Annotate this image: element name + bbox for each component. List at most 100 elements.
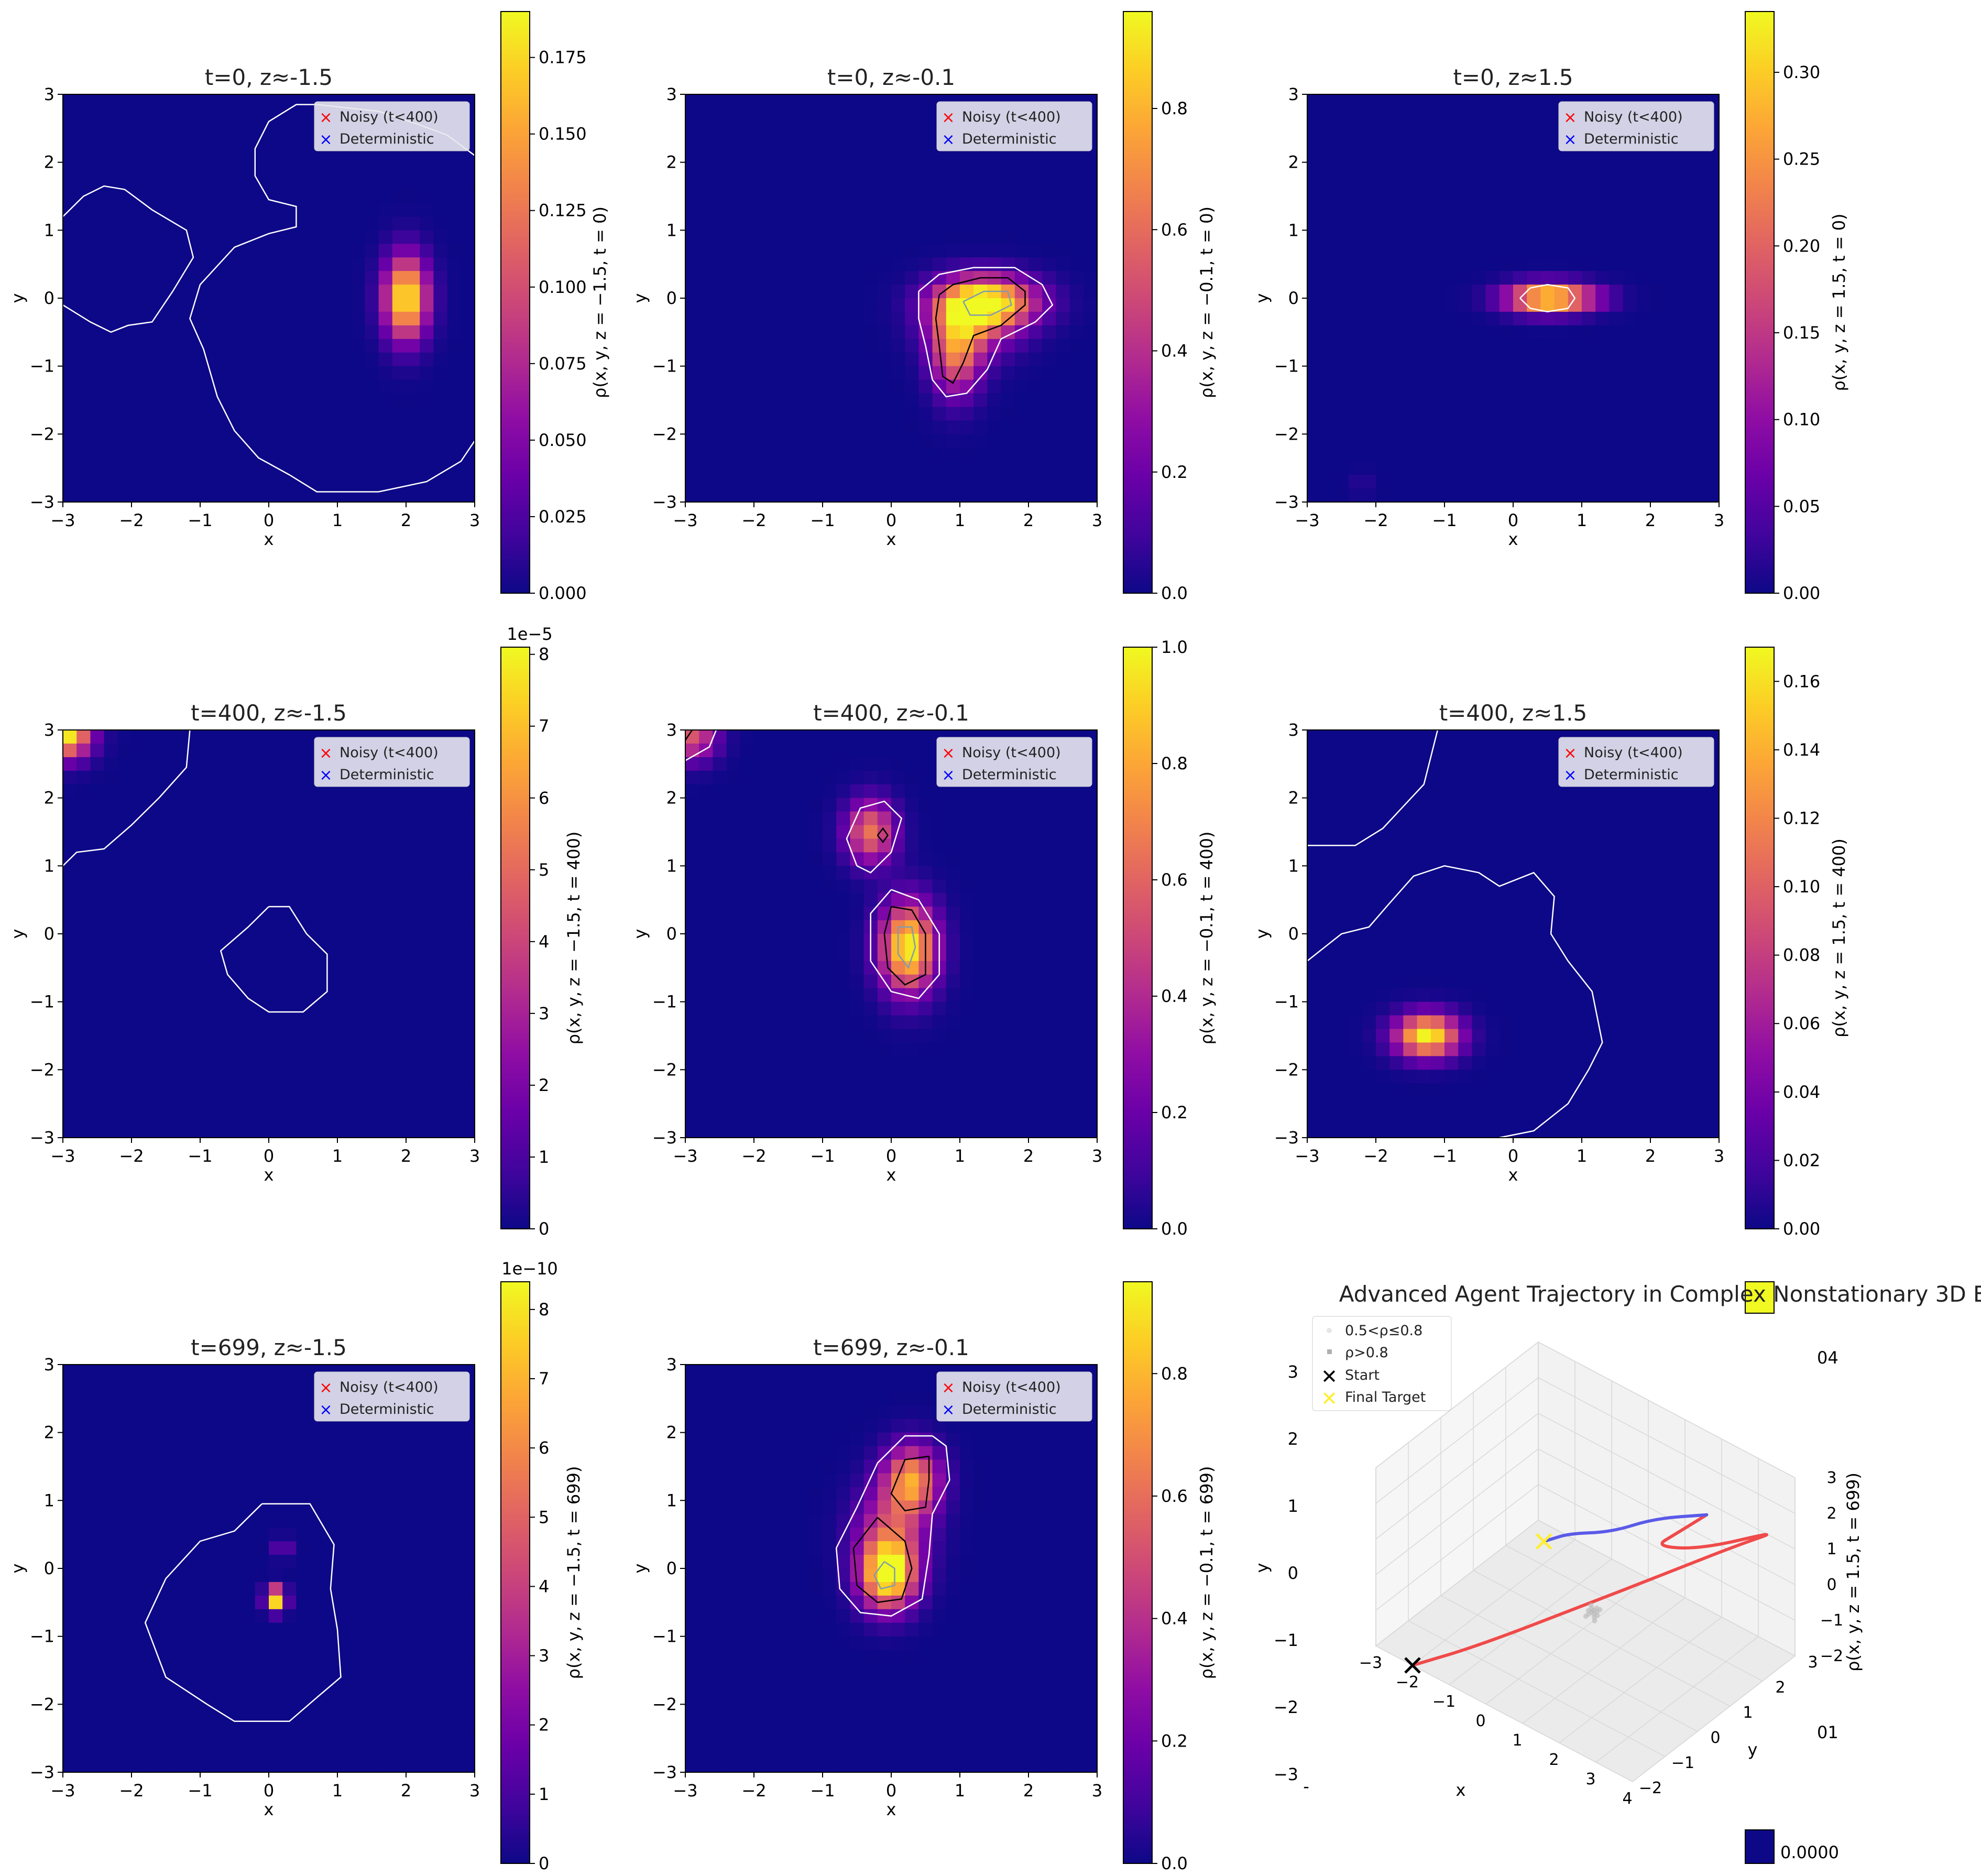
heat-cell [685, 311, 699, 326]
heat-cell [117, 1097, 132, 1111]
heat-cell [1705, 271, 1720, 285]
heat-cell [63, 434, 77, 448]
heat-cell [1691, 379, 1706, 394]
y-tick-label: −3 [652, 1128, 677, 1148]
y-tick-label: −3 [652, 492, 677, 512]
heat-cell [1307, 893, 1321, 907]
heat-cell [1499, 434, 1514, 448]
heat-cell [420, 947, 434, 962]
heat-cell [946, 162, 960, 177]
heat-cell [685, 230, 699, 244]
heat-cell [808, 420, 823, 434]
heat-cell [808, 866, 823, 880]
heat-cell [1458, 285, 1472, 299]
heat-cell [850, 135, 864, 149]
heat-cell [973, 393, 988, 408]
heat-cell [447, 1097, 462, 1111]
heat-cell [740, 811, 754, 826]
heat-cell [172, 271, 187, 285]
heat-cell [754, 1029, 768, 1043]
heat-cell [392, 1097, 407, 1111]
heat-cell [1362, 407, 1376, 421]
heat-cell [1389, 393, 1404, 408]
heat-cell [987, 461, 1002, 475]
heat-cell [1069, 825, 1084, 839]
heat-cell [713, 216, 727, 231]
heat-cell [282, 420, 297, 434]
heat-cell [987, 366, 1002, 380]
heat-cell [269, 434, 283, 448]
heat-cell [877, 475, 892, 489]
heat-cell [1554, 379, 1569, 394]
heat-cell [932, 393, 947, 408]
heat-cell [987, 838, 1002, 853]
heat-cell [1362, 1083, 1376, 1097]
heat-cell [823, 176, 837, 190]
x-tick-label: 1 [332, 510, 343, 530]
heat-cell [877, 1029, 892, 1043]
heat-cell [987, 934, 1002, 948]
heat-cell [132, 730, 146, 744]
heat-cell [172, 176, 187, 190]
heat-cell [891, 366, 905, 380]
heat-cell [1540, 162, 1555, 177]
heat-cell [1307, 135, 1321, 149]
heat-cell [282, 461, 297, 475]
heat-cell [946, 988, 960, 1002]
heat-cell [76, 907, 91, 921]
heat-cell [740, 135, 754, 149]
heat-cell [433, 798, 448, 812]
heat-cell [461, 162, 475, 177]
heat-cell [132, 907, 146, 921]
heat-cell [918, 825, 933, 839]
heat-cell [227, 852, 242, 866]
heat-cell [1458, 461, 1472, 475]
heat-cell [987, 798, 1002, 812]
heat-cell [768, 866, 782, 880]
heat-cell [740, 379, 754, 394]
heat-cell [1513, 407, 1527, 421]
heat-cell [699, 852, 713, 866]
heat-cell [447, 271, 462, 285]
heat-cell [172, 879, 187, 893]
heat-cell [76, 488, 91, 503]
heat-cell [1595, 339, 1610, 353]
heat-cell [1014, 907, 1029, 921]
heat-cell [877, 488, 892, 503]
heat-cell [699, 934, 713, 948]
heat-cell [781, 866, 796, 880]
heat-cell [132, 798, 146, 812]
heat-cell [1403, 285, 1418, 299]
heat-cell [310, 934, 324, 948]
heat-cell [214, 448, 228, 462]
heat-cell [1527, 230, 1541, 244]
heat-cell [808, 811, 823, 826]
heat-cell [132, 257, 146, 271]
heat-cell [987, 1083, 1002, 1097]
heat-cell [159, 811, 173, 826]
heat-cell [323, 162, 338, 177]
heat-cell [145, 107, 159, 122]
heat-cell [1444, 162, 1459, 177]
heat-cell [104, 893, 118, 907]
heat-cell [392, 488, 407, 503]
colorbar-tick-label: 0.15 [1783, 323, 1820, 343]
heat-cell [365, 893, 379, 907]
heat-cell [1348, 757, 1363, 771]
heat-cell [726, 162, 741, 177]
heat-cell [269, 743, 283, 758]
heat-cell [200, 1110, 214, 1125]
heat-cell [159, 974, 173, 989]
heat-cell [918, 920, 933, 934]
heat-cell [351, 285, 365, 299]
heat-cell [1028, 176, 1043, 190]
heat-cell [768, 1110, 782, 1125]
heat-cell [1042, 285, 1056, 299]
heat-cell [90, 947, 105, 962]
heat-cell [461, 325, 475, 340]
heat-cell [337, 1056, 352, 1070]
heat-cell [1472, 434, 1486, 448]
heat-cell [836, 230, 850, 244]
heat-cell [406, 961, 420, 975]
heat-cell [754, 1042, 768, 1056]
